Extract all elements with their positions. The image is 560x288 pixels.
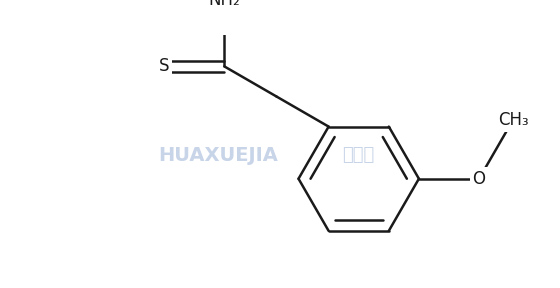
Text: CH₃: CH₃ — [498, 111, 529, 129]
Text: NH₂: NH₂ — [208, 0, 240, 9]
Text: 化学加: 化学加 — [342, 146, 374, 164]
Text: S: S — [159, 57, 170, 75]
Text: HUAXUEJIA: HUAXUEJIA — [158, 146, 278, 165]
Text: O: O — [473, 170, 486, 188]
